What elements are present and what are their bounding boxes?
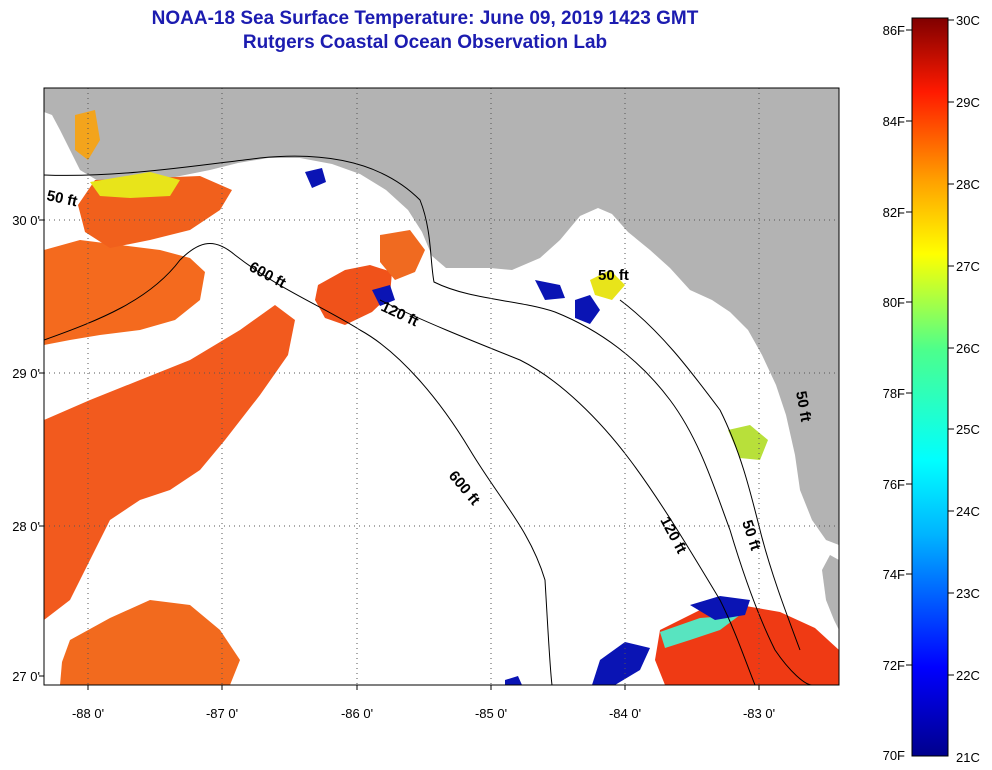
longitude-labels: -88 0' -87 0' -86 0' -85 0' -84 0' -83 0…: [72, 706, 775, 721]
contour-label: 50 ft: [45, 187, 79, 210]
cb-f-label: 76F: [883, 477, 905, 492]
cb-c-label: 28C: [956, 177, 980, 192]
cb-c-label: 27C: [956, 259, 980, 274]
depth-contours: [44, 155, 813, 685]
cb-c-label: 25C: [956, 422, 980, 437]
colorbar-ticks: [906, 19, 954, 676]
cb-f-label: 82F: [883, 205, 905, 220]
lat-label: 28 0': [12, 519, 40, 534]
cb-c-label: 21C: [956, 750, 980, 765]
colorbar-fahrenheit-labels: 86F 84F 82F 80F 78F 76F 74F 72F 70F: [883, 23, 905, 763]
cb-c-label: 23C: [956, 586, 980, 601]
cb-f-label: 70F: [883, 748, 905, 763]
cb-f-label: 86F: [883, 23, 905, 38]
cb-c-label: 22C: [956, 668, 980, 683]
cb-f-label: 72F: [883, 658, 905, 673]
cb-c-label: 26C: [956, 341, 980, 356]
cool-sst-patches: [305, 168, 750, 685]
map-title: NOAA-18 Sea Surface Temperature: June 09…: [151, 8, 699, 29]
cb-f-label: 74F: [883, 567, 905, 582]
lat-label: 30 0': [12, 213, 40, 228]
lon-label: -85 0': [475, 706, 507, 721]
lat-label: 29 0': [12, 366, 40, 381]
cb-c-label: 30C: [956, 13, 980, 28]
cb-f-label: 80F: [883, 295, 905, 310]
lon-label: -83 0': [743, 706, 775, 721]
cb-f-label: 84F: [883, 114, 905, 129]
lon-label: -84 0': [609, 706, 641, 721]
lon-label: -87 0': [206, 706, 238, 721]
contour-label: 50 ft: [598, 267, 629, 284]
map-subtitle: Rutgers Coastal Ocean Observation Lab: [242, 32, 608, 53]
colorbar-celsius-labels: 30C 29C 28C 27C 26C 25C 24C 23C 22C 21C: [956, 13, 980, 765]
frame-ticks: [39, 219, 760, 690]
cb-c-label: 24C: [956, 504, 980, 519]
cb-f-label: 78F: [883, 386, 905, 401]
land-mass-south: [822, 555, 839, 630]
lon-label: -86 0': [341, 706, 373, 721]
colorbar: [911, 17, 949, 757]
latitude-labels: 30 0' 29 0' 28 0' 27 0': [12, 213, 40, 684]
map-frame: [43, 87, 840, 686]
contour-label: 50 ft: [792, 390, 814, 423]
lat-label: 27 0': [12, 669, 40, 684]
cb-c-label: 29C: [956, 95, 980, 110]
land-mass: [44, 88, 839, 545]
lon-label: -88 0': [72, 706, 104, 721]
